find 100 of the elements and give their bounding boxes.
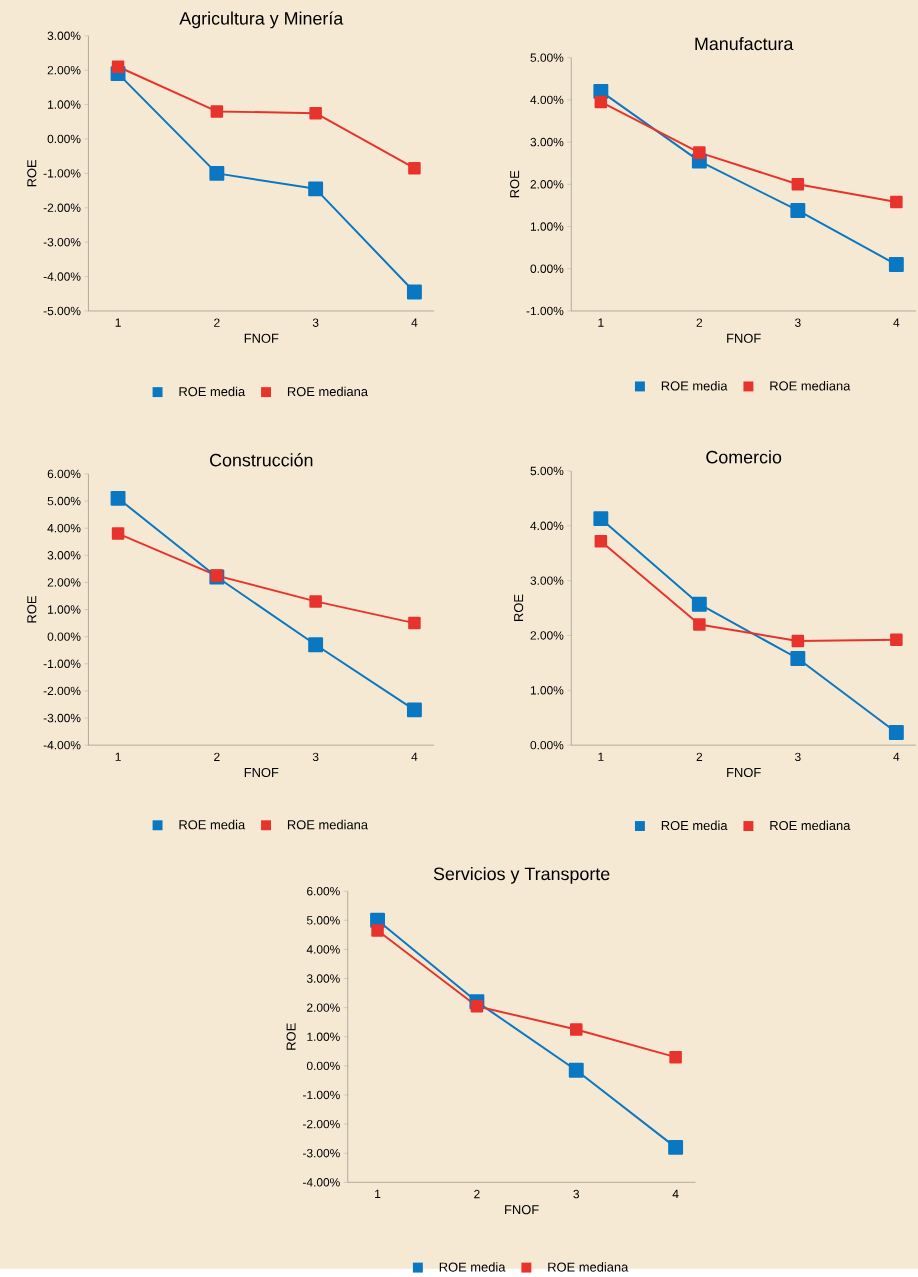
y-tick-label: 1.00%: [530, 686, 564, 695]
point: [308, 181, 324, 197]
y-tick-label: 6.00%: [47, 469, 81, 479]
y-tick-label: 0.00%: [530, 740, 564, 750]
y-tick-label: 4.00%: [530, 95, 564, 105]
y-tick-label: 4.00%: [306, 945, 340, 954]
chart-title: Manufactura: [695, 37, 794, 51]
x-axis-title: FNOF: [505, 1205, 539, 1215]
y-tick-label: 5.00%: [530, 466, 564, 476]
point: [308, 637, 324, 653]
y-axis-title: ROE: [510, 170, 520, 198]
y-tick-label: 3.00%: [47, 551, 81, 560]
point: [594, 95, 608, 109]
y-tick-label: 2.00%: [530, 180, 564, 189]
point: [669, 1050, 682, 1064]
y-tick-label: 2.00%: [47, 578, 81, 587]
y-tick-label: 1.00%: [48, 100, 81, 109]
chart-title: Comercio: [706, 450, 782, 464]
y-tick-label: 6.00%: [307, 886, 340, 896]
y-tick-label: 2.00%: [530, 631, 564, 640]
point: [568, 1062, 584, 1078]
x-tick-label: 2: [474, 1189, 480, 1199]
point: [569, 1023, 583, 1036]
x-tick-label: 1: [115, 752, 121, 761]
chart-title: Agricultura y Minería: [179, 11, 344, 29]
x-axis-title: FNOF: [244, 767, 279, 778]
x-axis-title: FNOF: [727, 333, 761, 343]
y-tick-label: 4.00%: [530, 521, 564, 530]
y-tick-label: 5.00%: [47, 496, 81, 506]
legend-label: ROE media: [661, 381, 728, 391]
x-tick-label: 3: [312, 318, 319, 327]
point: [309, 106, 322, 120]
point: [888, 257, 904, 272]
y-tick-label: 3.00%: [47, 31, 81, 40]
y-tick-label: 0.00%: [47, 134, 81, 144]
point: [406, 702, 422, 718]
y-tick-label: -4.00%: [303, 1178, 340, 1187]
chart-title: Construcción: [210, 453, 313, 467]
legend-label: ROE media: [661, 820, 728, 831]
point: [371, 924, 384, 937]
point: [309, 595, 322, 608]
x-tick-label: 4: [893, 752, 900, 761]
point: [111, 527, 125, 540]
point: [406, 284, 422, 300]
y-tick-label: 4.00%: [47, 523, 81, 533]
legend-label: ROE mediana: [287, 386, 368, 397]
legend-label: ROE media: [179, 819, 246, 830]
y-tick-label: 5.00%: [306, 916, 340, 925]
y-tick-label: 1.00%: [48, 605, 81, 614]
y-tick-label: 0.00%: [306, 1061, 340, 1071]
x-tick-label: 4: [411, 318, 418, 327]
y-tick-label: 3.00%: [306, 974, 340, 983]
y-tick-label: -1.00%: [43, 659, 81, 668]
x-tick-label: 3: [573, 1189, 580, 1199]
legend-label: ROE media: [439, 1262, 506, 1272]
point: [790, 203, 806, 218]
y-axis-title: ROE: [286, 1023, 296, 1050]
y-tick-label: 1.00%: [530, 222, 564, 231]
legend-label: ROE media: [179, 386, 246, 397]
point: [408, 161, 421, 175]
y-tick-label: 0.00%: [47, 632, 81, 641]
y-tick-label: 3.00%: [530, 137, 564, 147]
x-tick-label: 2: [696, 318, 703, 327]
point: [691, 596, 707, 612]
x-tick-label: 3: [794, 752, 801, 762]
point: [890, 195, 903, 209]
y-tick-label: 3.00%: [530, 576, 564, 585]
x-axis-title: FNOF: [244, 333, 279, 343]
point: [111, 60, 125, 73]
point: [110, 490, 126, 506]
y-tick-label: -1.00%: [43, 169, 81, 178]
point: [693, 146, 706, 159]
x-tick-label: 2: [214, 752, 220, 761]
legend-label: ROE mediana: [287, 819, 368, 830]
y-tick-label: -1.00%: [303, 1090, 340, 1100]
x-tick-label: 4: [672, 1189, 679, 1198]
y-axis-title: ROE: [27, 159, 37, 187]
x-tick-label: 1: [115, 318, 121, 327]
point: [791, 634, 805, 648]
point: [888, 725, 904, 740]
y-tick-label: -4.00%: [43, 272, 81, 281]
x-axis-title: FNOF: [727, 767, 761, 778]
y-axis-title: ROE: [27, 596, 37, 623]
point: [693, 618, 706, 631]
y-tick-label: 5.00%: [530, 53, 564, 62]
x-tick-label: 3: [312, 752, 319, 762]
point: [791, 178, 805, 191]
x-tick-label: 1: [598, 752, 604, 761]
x-tick-label: 4: [411, 752, 418, 761]
y-tick-label: 2.00%: [307, 1003, 340, 1012]
y-tick-label: -2.00%: [43, 203, 81, 212]
y-tick-label: -2.00%: [43, 686, 81, 696]
point: [209, 165, 225, 181]
y-tick-label: -3.00%: [43, 713, 81, 723]
x-tick-label: 4: [893, 318, 900, 327]
x-tick-label: 3: [794, 318, 801, 327]
y-axis-title: ROE: [514, 594, 524, 621]
x-tick-label: 2: [214, 318, 220, 327]
y-tick-label: -3.00%: [303, 1148, 340, 1158]
y-tick-label: 2.00%: [47, 65, 81, 75]
